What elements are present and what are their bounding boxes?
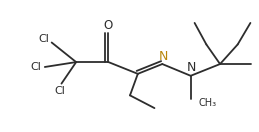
Text: Cl: Cl	[38, 34, 49, 44]
Text: N: N	[187, 62, 196, 74]
Text: N: N	[159, 50, 168, 63]
Text: Cl: Cl	[54, 86, 65, 96]
Text: Cl: Cl	[31, 62, 41, 72]
Text: CH₃: CH₃	[198, 98, 217, 108]
Text: O: O	[104, 19, 113, 32]
